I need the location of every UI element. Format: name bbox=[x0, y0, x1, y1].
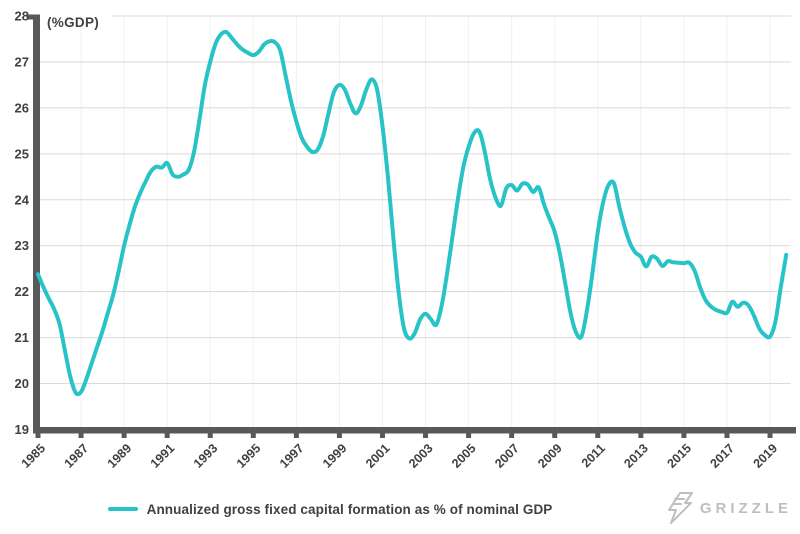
x-tick bbox=[595, 433, 601, 438]
legend-label: Annualized gross fixed capital formation… bbox=[146, 501, 553, 517]
x-tick-label: 1997 bbox=[277, 441, 307, 471]
x-tick bbox=[681, 433, 687, 438]
y-tick-label: 28 bbox=[15, 9, 29, 24]
x-tick-label: 1993 bbox=[191, 441, 221, 471]
x-tick bbox=[250, 433, 256, 438]
y-tick-label: 19 bbox=[15, 422, 29, 437]
x-tick-label: 2009 bbox=[535, 441, 565, 471]
x-tick bbox=[78, 433, 84, 438]
y-axis-bar bbox=[33, 14, 40, 434]
grizzle-logo: GRIZZLE bbox=[660, 487, 792, 529]
x-tick-label: 1987 bbox=[62, 441, 92, 471]
x-tick bbox=[724, 433, 730, 438]
x-tick-label: 2011 bbox=[579, 441, 608, 470]
x-tick bbox=[638, 433, 644, 438]
x-tick-label: 2019 bbox=[751, 441, 781, 471]
y-tick-label: 23 bbox=[15, 238, 29, 253]
x-tick-label: 2003 bbox=[406, 441, 436, 471]
x-tick bbox=[767, 433, 773, 438]
x-tick-label: 1985 bbox=[19, 441, 49, 471]
line-chart: 1985 1987 1989 1991 1993 1995 1997 1999 2001 2003… bbox=[15, 9, 796, 471]
x-tick-label: 2013 bbox=[621, 441, 651, 471]
x-tick bbox=[552, 433, 558, 438]
x-tick-label: 1991 bbox=[148, 441, 178, 471]
x-tick-label: 2017 bbox=[708, 441, 738, 471]
x-tick-label: 2015 bbox=[664, 441, 694, 471]
y-tick-label: 20 bbox=[15, 376, 29, 391]
x-tick-label: 1989 bbox=[105, 441, 135, 471]
y-axis-units-label: (%GDP) bbox=[47, 15, 99, 30]
x-tick-label: 2005 bbox=[449, 441, 479, 471]
y-tick-label: 26 bbox=[15, 100, 29, 115]
x-tick bbox=[379, 433, 385, 438]
x-tick bbox=[164, 433, 170, 438]
x-tick bbox=[423, 433, 429, 438]
x-axis-bar bbox=[33, 427, 796, 434]
chart-canvas: 1985 1987 1989 1991 1993 1995 1997 1999 2001 2003… bbox=[15, 9, 796, 471]
x-tick bbox=[121, 433, 127, 438]
x-tick-label: 1995 bbox=[234, 441, 264, 471]
x-tick bbox=[35, 433, 41, 438]
x-tick-label: 1999 bbox=[320, 441, 350, 471]
x-tick bbox=[336, 433, 342, 438]
x-tick bbox=[293, 433, 299, 438]
legend-line-swatch bbox=[107, 507, 138, 511]
y-tick-label: 24 bbox=[15, 192, 30, 207]
x-tick bbox=[466, 433, 472, 438]
legend: Annualized gross fixed capital formation… bbox=[0, 492, 660, 526]
y-tick-label: 21 bbox=[15, 330, 29, 345]
x-tick bbox=[509, 433, 515, 438]
x-tick-label: 2007 bbox=[492, 441, 522, 471]
data-series-line bbox=[36, 29, 789, 397]
logo-text: GRIZZLE bbox=[699, 499, 792, 517]
lightning-flash-icon bbox=[667, 492, 693, 524]
y-axis-top-tick bbox=[27, 14, 33, 20]
y-tick-label: 22 bbox=[15, 284, 29, 299]
x-tick-label: 2001 bbox=[363, 441, 393, 471]
x-tick bbox=[207, 433, 213, 438]
y-tick-label: 25 bbox=[15, 146, 29, 161]
y-tick-label: 27 bbox=[15, 54, 29, 69]
